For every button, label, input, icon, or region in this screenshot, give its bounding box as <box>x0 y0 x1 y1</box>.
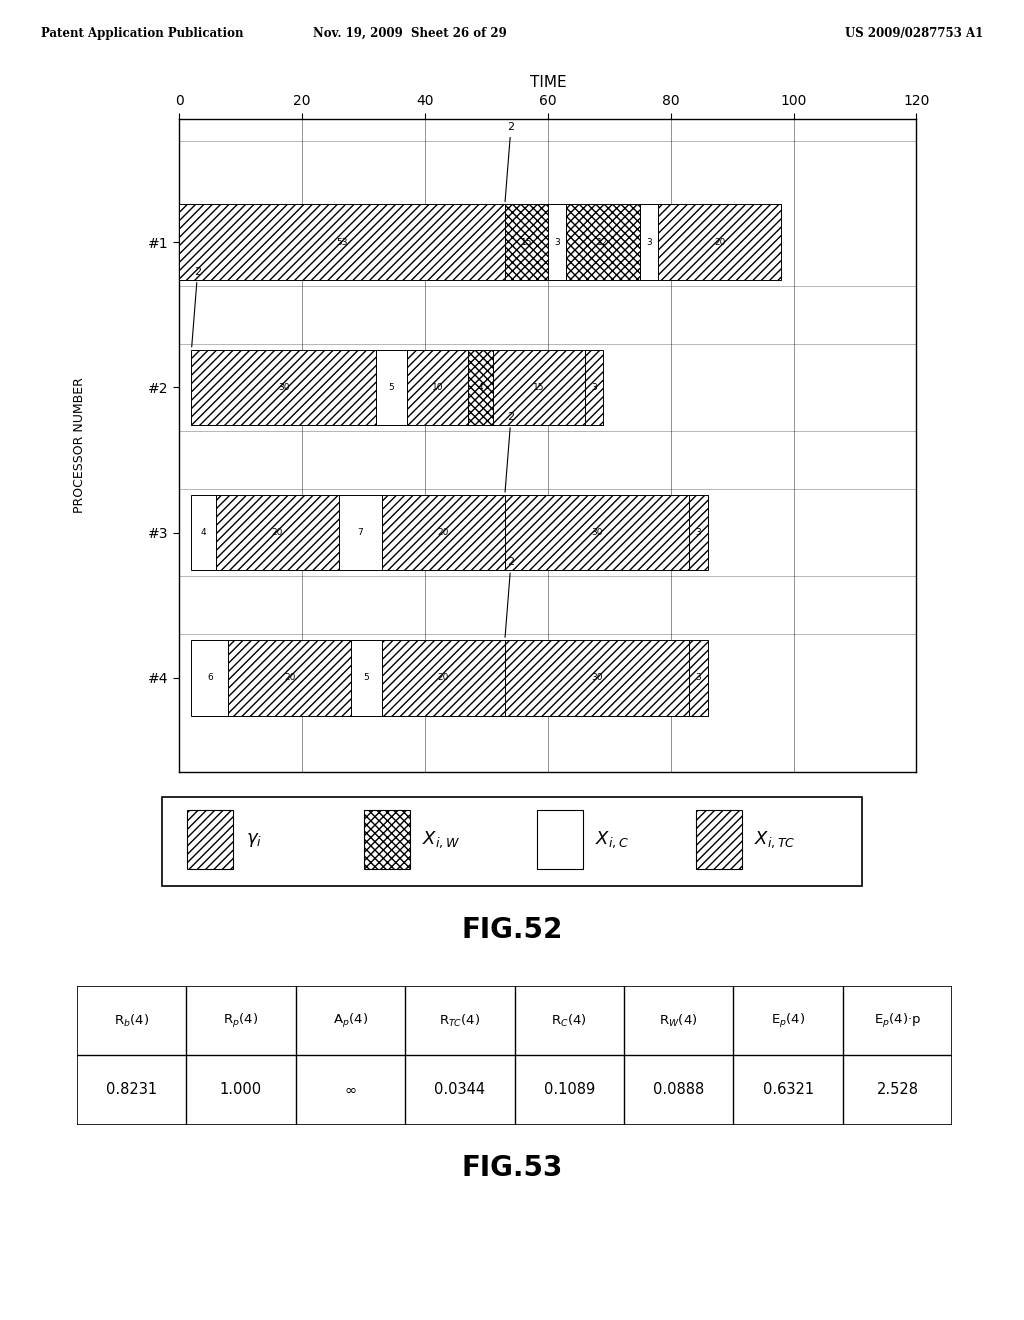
Text: E$_p$(4)·p: E$_p$(4)·p <box>874 1011 921 1030</box>
Text: R$_b$(4): R$_b$(4) <box>114 1012 150 1028</box>
Text: Nov. 19, 2009  Sheet 26 of 29: Nov. 19, 2009 Sheet 26 of 29 <box>312 26 507 40</box>
Text: 10: 10 <box>431 383 443 392</box>
Bar <box>505 205 548 280</box>
Text: 53: 53 <box>336 238 348 247</box>
Text: A$_p$(4): A$_p$(4) <box>333 1011 368 1030</box>
Text: 6: 6 <box>207 673 213 682</box>
Text: FIG.53: FIG.53 <box>462 1154 562 1183</box>
Text: 30: 30 <box>591 673 603 682</box>
Text: 12: 12 <box>597 238 609 247</box>
Text: 20: 20 <box>437 528 450 537</box>
Text: 30: 30 <box>591 528 603 537</box>
Text: 0.0888: 0.0888 <box>653 1082 705 1097</box>
Text: $X_{i,TC}$: $X_{i,TC}$ <box>755 829 796 850</box>
Bar <box>468 350 493 425</box>
Text: ∞: ∞ <box>344 1082 356 1097</box>
Bar <box>191 640 228 715</box>
Bar <box>548 205 566 280</box>
Bar <box>689 640 708 715</box>
Text: 7: 7 <box>357 528 364 537</box>
Text: $X_{i,W}$: $X_{i,W}$ <box>422 829 460 850</box>
Bar <box>505 495 689 570</box>
Text: R$_C$(4): R$_C$(4) <box>551 1012 587 1028</box>
Text: 15: 15 <box>532 383 545 392</box>
Text: 4: 4 <box>201 528 207 537</box>
Text: 0.8231: 0.8231 <box>105 1082 157 1097</box>
Text: E$_p$(4): E$_p$(4) <box>771 1011 805 1030</box>
Bar <box>351 640 382 715</box>
Text: 0.6321: 0.6321 <box>763 1082 814 1097</box>
Text: 2: 2 <box>505 412 514 492</box>
Text: 4: 4 <box>477 383 483 392</box>
Bar <box>658 205 781 280</box>
Bar <box>191 495 216 570</box>
Text: 20: 20 <box>271 528 284 537</box>
Y-axis label: PROCESSOR NUMBER: PROCESSOR NUMBER <box>73 378 86 513</box>
Bar <box>505 640 689 715</box>
Text: US 2009/0287753 A1: US 2009/0287753 A1 <box>845 26 983 40</box>
Text: 2: 2 <box>505 121 514 202</box>
Text: 5: 5 <box>388 383 394 392</box>
Text: 3: 3 <box>695 528 701 537</box>
Bar <box>216 495 339 570</box>
Text: $X_{i,C}$: $X_{i,C}$ <box>595 829 629 850</box>
Bar <box>339 495 382 570</box>
Bar <box>695 810 741 870</box>
Text: 20: 20 <box>284 673 296 682</box>
Bar <box>191 350 376 425</box>
Text: 5: 5 <box>364 673 370 682</box>
Text: 20: 20 <box>437 673 450 682</box>
Bar <box>493 350 585 425</box>
Text: Patent Application Publication: Patent Application Publication <box>41 26 244 40</box>
Text: FIG.52: FIG.52 <box>462 916 562 944</box>
Text: 15: 15 <box>520 238 532 247</box>
Text: 2.528: 2.528 <box>877 1082 919 1097</box>
Bar <box>382 640 505 715</box>
Text: 2: 2 <box>191 267 201 347</box>
Text: R$_p$(4): R$_p$(4) <box>223 1011 258 1030</box>
Bar <box>228 640 351 715</box>
Text: 3: 3 <box>646 238 652 247</box>
Bar <box>585 350 603 425</box>
Bar <box>179 205 505 280</box>
Bar <box>640 205 658 280</box>
Bar <box>376 350 407 425</box>
Text: 3: 3 <box>695 673 701 682</box>
Text: 2: 2 <box>505 557 514 638</box>
Text: R$_{TC}$(4): R$_{TC}$(4) <box>439 1012 480 1028</box>
Bar <box>537 810 583 870</box>
Text: 1.000: 1.000 <box>220 1082 262 1097</box>
Bar <box>382 495 505 570</box>
Bar <box>566 205 640 280</box>
Text: R$_W$(4): R$_W$(4) <box>659 1012 698 1028</box>
Text: 0.0344: 0.0344 <box>434 1082 485 1097</box>
Text: 0.1089: 0.1089 <box>544 1082 595 1097</box>
Text: 30: 30 <box>278 383 290 392</box>
X-axis label: TIME: TIME <box>529 75 566 91</box>
Bar <box>364 810 410 870</box>
Text: $\gamma_i$: $\gamma_i$ <box>246 830 262 849</box>
Text: 20: 20 <box>714 238 726 247</box>
Bar <box>187 810 232 870</box>
Text: 3: 3 <box>591 383 597 392</box>
Text: 3: 3 <box>554 238 560 247</box>
Bar <box>407 350 468 425</box>
Bar <box>689 495 708 570</box>
